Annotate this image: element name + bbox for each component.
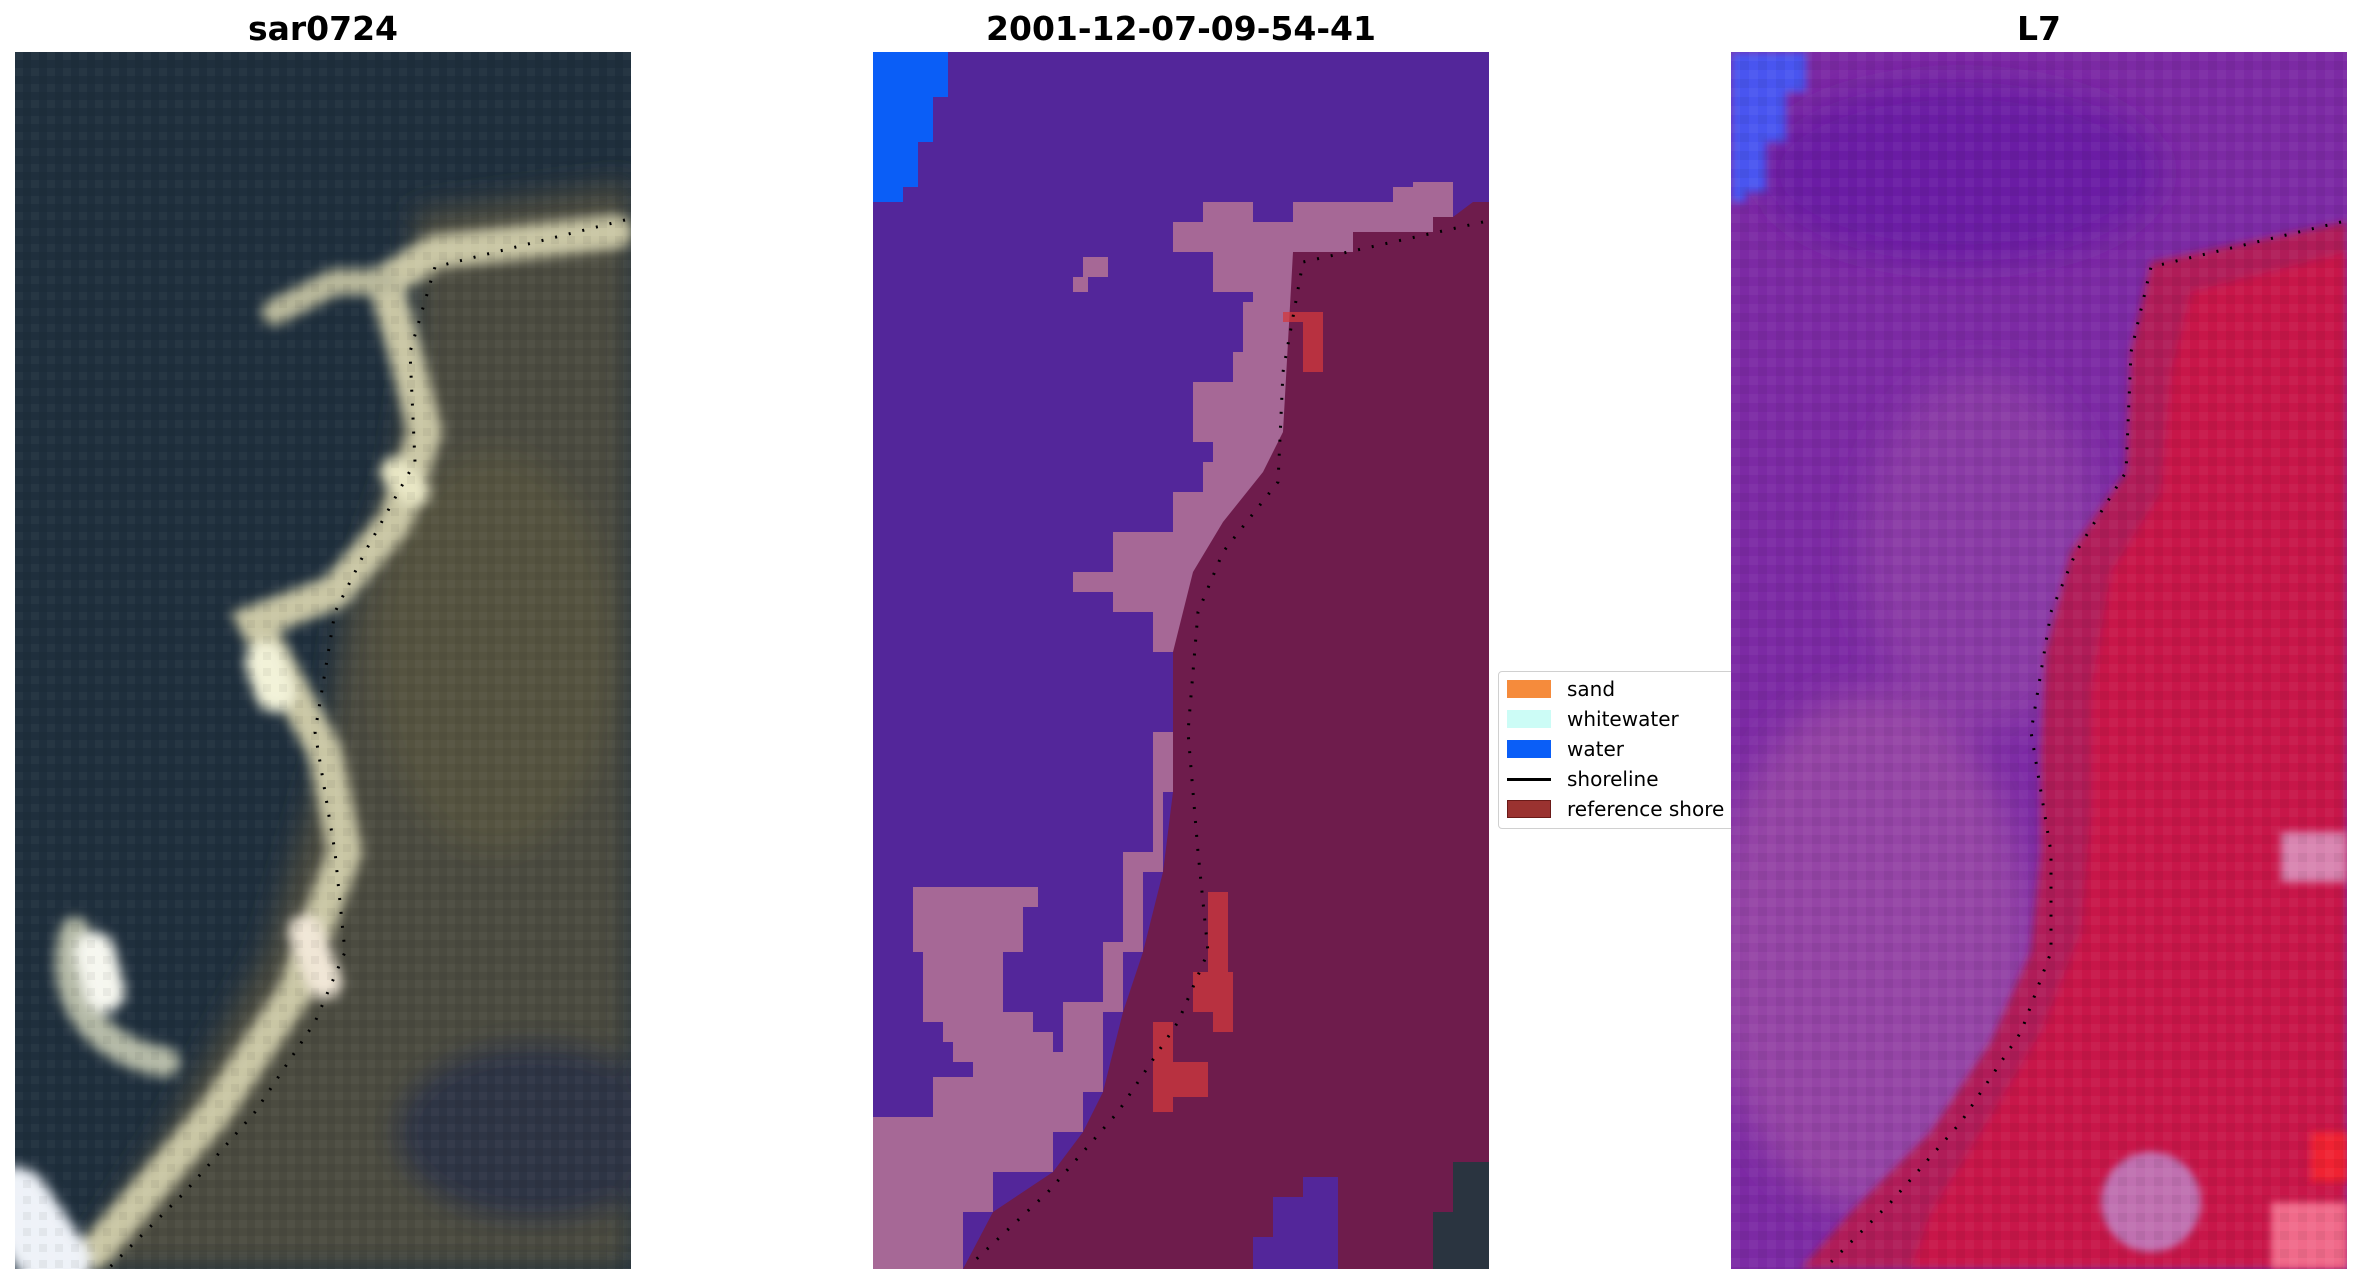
panel-title-classification: 2001-12-07-09-54-41 <box>986 9 1376 48</box>
legend-item-reference-shore: reference shore <box>1499 794 1737 824</box>
legend-label: water <box>1567 737 1624 761</box>
l7-image-panel <box>1731 52 2347 1269</box>
legend-label: whitewater <box>1567 707 1679 731</box>
legend-item-sand: sand <box>1499 674 1737 704</box>
classification-panel <box>873 52 1489 1269</box>
panel-title-l7: L7 <box>2017 9 2061 48</box>
whitewater-swatch <box>1507 710 1551 728</box>
l7-satellite-image <box>1731 52 2347 1269</box>
classification-image <box>873 52 1489 1269</box>
legend-label: sand <box>1567 677 1616 701</box>
rgb-satellite-image <box>15 52 631 1269</box>
rgb-image-panel <box>15 52 631 1269</box>
legend-label: shoreline <box>1567 767 1659 791</box>
water-swatch <box>1507 740 1551 758</box>
panel-title-rgb: sar0724 <box>247 9 399 48</box>
sand-swatch <box>1507 680 1551 698</box>
legend: sand whitewater water shoreline referenc… <box>1498 671 1738 829</box>
legend-label: reference shore <box>1567 797 1725 821</box>
reference-shore-swatch <box>1507 800 1551 818</box>
reference-shore-patch-1 <box>1283 312 1323 372</box>
shoreline-line-swatch <box>1507 778 1551 781</box>
legend-item-whitewater: whitewater <box>1499 704 1737 734</box>
reference-shore-patch-3 <box>1153 1022 1208 1112</box>
water-class-region <box>873 52 948 202</box>
reference-shore-patch-2 <box>1193 892 1233 1032</box>
shoreline-trace <box>108 218 626 1269</box>
legend-item-water: water <box>1499 734 1737 764</box>
sand-patch-lower <box>913 887 1063 1092</box>
water-class-patch-bottom <box>1253 1177 1338 1269</box>
sand-overlay-region <box>873 182 1453 1269</box>
legend-item-shoreline: shoreline <box>1499 764 1737 794</box>
land-overlay-region <box>963 202 1489 1269</box>
